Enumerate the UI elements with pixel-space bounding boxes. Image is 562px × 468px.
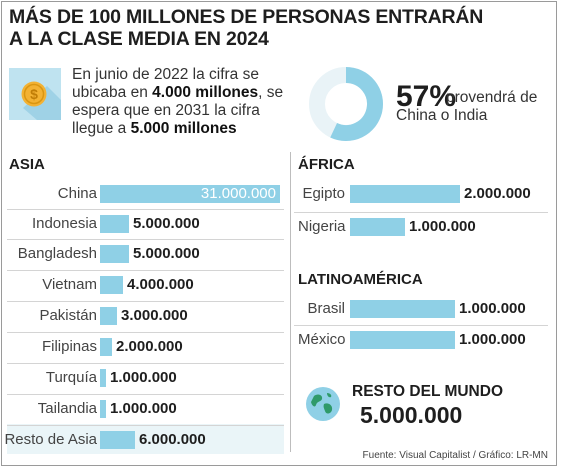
coin-tile: $ <box>9 68 61 120</box>
bar-filipinas <box>100 338 112 356</box>
section-title-africa: ÁFRICA <box>298 156 355 173</box>
row-divider <box>7 394 284 395</box>
source-credit: Fuente: Visual Capitalist / Gráfico: LR-… <box>362 450 548 461</box>
share-text-2: China o India <box>396 107 488 124</box>
intro-part-2: , se espera que en 2031 la cifra llegue … <box>72 84 284 137</box>
row-divider <box>7 425 284 426</box>
row-divider <box>294 212 548 213</box>
dollar-coin-icon: $ <box>21 81 61 120</box>
bar-nigeria <box>350 218 405 236</box>
bar-label-resto-de-asia: Resto de Asia <box>4 431 97 448</box>
bar-indonesia <box>100 215 129 233</box>
bar-label-nigeria: Nigeria <box>298 218 346 235</box>
bar-tailandia <box>100 400 106 418</box>
bar-label-filipinas: Filipinas <box>41 338 97 355</box>
bar-resto-de-asia <box>100 431 135 449</box>
bar-value-egipto: 2.000.000 <box>464 185 531 202</box>
section-title-latinoamerica: LATINOAMÉRICA <box>298 271 423 288</box>
row-divider <box>7 270 284 271</box>
title-line-1: MÁS DE 100 MILLONES DE PERSONAS ENTRARÁN <box>9 6 484 28</box>
bar-value-china: 31.000.000 <box>200 185 276 202</box>
donut-arc <box>330 67 383 141</box>
bar-label-turquia: Turquía <box>45 369 97 386</box>
svg-text:$: $ <box>30 86 38 102</box>
section-title-asia: ASIA <box>9 156 45 173</box>
bar-label-china: China <box>57 185 97 202</box>
bar-label-pakistan: Pakistán <box>39 307 97 324</box>
bar-value-tailandia: 1.000.000 <box>110 400 177 417</box>
bar-label-egipto: Egipto <box>302 185 345 202</box>
bar-value-turquia: 1.000.000 <box>110 369 177 386</box>
bar-vietnam <box>100 276 123 294</box>
row-divider <box>7 301 284 302</box>
bar-bangladesh <box>100 245 129 263</box>
bar-china <box>100 185 280 203</box>
share-text-1: provendrá de <box>446 89 538 106</box>
bar-pakistan <box>100 307 117 325</box>
row-divider <box>294 325 548 326</box>
bar-label-bangladesh: Bangladesh <box>17 245 97 262</box>
bar-value-filipinas: 2.000.000 <box>116 338 183 355</box>
share-percent: 57% <box>396 80 457 113</box>
row-divider <box>7 239 284 240</box>
bar-value-indonesia: 5.000.000 <box>133 215 200 232</box>
row-divider <box>7 209 284 210</box>
resto-asia-highlight <box>7 424 284 454</box>
rest-of-world-value: 5.000.000 <box>360 402 463 428</box>
bar-value-bangladesh: 5.000.000 <box>133 245 200 262</box>
rest-of-world-title: RESTO DEL MUNDO <box>352 383 503 400</box>
bar-value-pakistan: 3.000.000 <box>121 307 188 324</box>
bar-label-indonesia: Indonesia <box>31 215 97 232</box>
row-divider <box>7 363 284 364</box>
bar-label-brasil: Brasil <box>307 300 345 317</box>
bar-value-vietnam: 4.000.000 <box>127 276 194 293</box>
bar-brasil <box>350 300 455 318</box>
bar-value-resto-de-asia: 6.000.000 <box>139 431 206 448</box>
title-line-2: A LA CLASE MEDIA EN 2024 <box>9 28 269 50</box>
intro-bold-2: 5.000 millones <box>130 120 237 137</box>
row-divider <box>7 332 284 333</box>
column-divider <box>290 152 291 452</box>
bar-value-mexico: 1.000.000 <box>459 331 526 348</box>
bar-label-vietnam: Vietnam <box>42 276 97 293</box>
bar-label-mexico: México <box>298 331 346 348</box>
intro-text: En junio de 2022 la cifra se ubicaba en … <box>72 66 287 138</box>
bar-turquia <box>100 369 106 387</box>
bar-value-brasil: 1.000.000 <box>459 300 526 317</box>
bar-value-nigeria: 1.000.000 <box>409 218 476 235</box>
bar-label-tailandia: Tailandia <box>37 400 97 417</box>
globe-icon <box>306 387 340 421</box>
intro-part-1: En junio de 2022 la cifra se ubicaba en <box>72 66 259 101</box>
page-title: MÁS DE 100 MILLONES DE PERSONAS ENTRARÁN… <box>9 6 529 50</box>
bar-egipto <box>350 185 460 203</box>
bar-mexico <box>350 331 455 349</box>
share-donut <box>309 67 383 141</box>
intro-bold-1: 4.000 millones <box>152 84 259 101</box>
